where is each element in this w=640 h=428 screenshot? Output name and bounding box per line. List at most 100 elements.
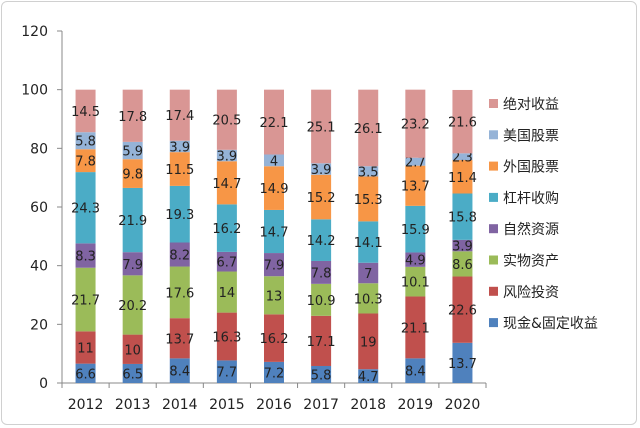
bar-segment bbox=[122, 187, 143, 253]
bar-segment bbox=[405, 266, 426, 297]
data-label: 22.6 bbox=[448, 304, 477, 319]
bar-segment bbox=[216, 161, 237, 205]
bar-segment bbox=[75, 243, 96, 268]
data-label: 14.9 bbox=[260, 182, 289, 197]
data-label: 15.3 bbox=[354, 193, 383, 208]
bar-segment bbox=[311, 89, 332, 164]
data-label: 13 bbox=[266, 289, 283, 304]
legend-label: 现金&固定收益 bbox=[503, 316, 598, 332]
data-label: 5.8 bbox=[311, 368, 332, 383]
bar-segment bbox=[75, 149, 96, 173]
bar-segment bbox=[264, 361, 284, 383]
data-label: 6.6 bbox=[75, 367, 96, 382]
bar-segment bbox=[405, 358, 426, 383]
data-label: 3.9 bbox=[452, 240, 473, 255]
bar-segment bbox=[311, 163, 332, 175]
bar-segment bbox=[216, 89, 237, 150]
data-label: 22.1 bbox=[260, 116, 289, 131]
bar-segment bbox=[452, 160, 473, 194]
data-label: 7.7 bbox=[217, 366, 238, 381]
legend-swatch bbox=[489, 318, 498, 328]
bar-segment bbox=[169, 152, 190, 186]
bar-segment bbox=[358, 262, 379, 284]
bar-segment bbox=[358, 166, 379, 177]
data-label: 7.2 bbox=[264, 366, 285, 381]
bar-segment bbox=[452, 193, 473, 240]
data-label: 10.3 bbox=[354, 292, 383, 307]
data-label: 11.4 bbox=[448, 171, 477, 186]
bar-segment bbox=[122, 89, 143, 142]
data-label: 19 bbox=[360, 335, 377, 350]
data-label: 13.7 bbox=[165, 332, 194, 347]
bar-segment bbox=[452, 239, 473, 252]
bar-segment bbox=[122, 363, 143, 383]
bar-segment bbox=[358, 283, 379, 314]
bar-segment bbox=[75, 363, 96, 383]
bar-segment bbox=[452, 251, 473, 277]
legend-label: 杠杆收购 bbox=[503, 191, 559, 207]
bar-segment bbox=[358, 176, 379, 222]
bar-segment bbox=[75, 89, 96, 133]
data-label: 23.2 bbox=[401, 118, 430, 133]
legend-swatch bbox=[489, 192, 498, 202]
data-label: 17.1 bbox=[307, 335, 336, 350]
data-label: 17.8 bbox=[118, 110, 147, 125]
y-tick-label: 0 bbox=[39, 376, 48, 392]
data-label: 8.3 bbox=[75, 250, 96, 265]
bar-segment bbox=[311, 260, 332, 284]
data-label: 13.7 bbox=[448, 357, 477, 372]
bar-segment bbox=[264, 314, 284, 362]
legend-label: 美国股票 bbox=[503, 128, 559, 144]
data-label: 3.9 bbox=[169, 140, 190, 155]
y-tick-label: 80 bbox=[30, 141, 48, 157]
legend-label: 外国股票 bbox=[503, 160, 559, 176]
legend-swatch bbox=[489, 255, 498, 265]
bar-segment bbox=[216, 271, 237, 313]
bar-segment bbox=[122, 275, 143, 335]
data-label: 8.6 bbox=[452, 258, 473, 273]
data-label: 7 bbox=[364, 267, 372, 282]
data-label: 10.1 bbox=[401, 276, 430, 291]
legend-swatch bbox=[489, 224, 498, 234]
bar-segment bbox=[405, 252, 426, 267]
data-label: 20.2 bbox=[118, 299, 147, 314]
data-label: 14.7 bbox=[212, 177, 241, 192]
data-label: 10 bbox=[124, 343, 141, 358]
data-label: 16.2 bbox=[212, 222, 241, 237]
bar-segment bbox=[405, 89, 426, 158]
bar-segment bbox=[311, 315, 332, 366]
bar-segment bbox=[452, 89, 473, 154]
data-label: 14.5 bbox=[71, 105, 100, 120]
y-tick-label: 120 bbox=[21, 24, 48, 40]
y-tick-label: 60 bbox=[30, 200, 48, 216]
bar-segment bbox=[216, 360, 237, 383]
legend-label: 风险投资 bbox=[503, 285, 559, 301]
data-label: 14 bbox=[219, 286, 236, 301]
data-label: 3.9 bbox=[217, 150, 238, 165]
bar-segment bbox=[169, 318, 190, 359]
x-tick-label: 2012 bbox=[68, 397, 104, 413]
bar-segment bbox=[169, 140, 190, 153]
data-label: 21.7 bbox=[71, 294, 100, 309]
bar-segment bbox=[75, 172, 96, 244]
bar-segment bbox=[358, 89, 379, 167]
y-tick-label: 100 bbox=[21, 83, 48, 99]
data-label: 7.8 bbox=[311, 266, 332, 281]
data-label: 19.3 bbox=[165, 208, 194, 223]
data-label: 7.9 bbox=[264, 259, 285, 274]
data-label: 7.9 bbox=[122, 258, 143, 273]
data-label: 14.1 bbox=[354, 236, 383, 251]
data-label: 4.7 bbox=[358, 370, 379, 385]
legend-label: 实物资产 bbox=[503, 254, 559, 270]
legend-swatch bbox=[489, 99, 498, 108]
data-label: 8.4 bbox=[405, 365, 426, 380]
data-label: 6.7 bbox=[217, 256, 238, 271]
data-label: 4 bbox=[270, 154, 278, 169]
data-label: 10.9 bbox=[307, 294, 336, 309]
data-label: 5.8 bbox=[75, 135, 96, 150]
bar-segment bbox=[405, 157, 426, 166]
bar-segment bbox=[75, 267, 96, 332]
data-label: 9.8 bbox=[122, 168, 143, 183]
